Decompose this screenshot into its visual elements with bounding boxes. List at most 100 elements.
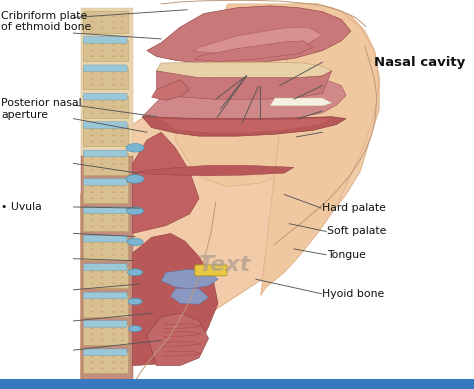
Ellipse shape — [91, 368, 94, 370]
Ellipse shape — [121, 112, 124, 114]
Ellipse shape — [127, 207, 144, 215]
Ellipse shape — [112, 141, 115, 142]
Ellipse shape — [100, 16, 103, 17]
Ellipse shape — [91, 21, 94, 23]
Ellipse shape — [128, 326, 142, 332]
Polygon shape — [137, 165, 294, 176]
FancyBboxPatch shape — [83, 235, 127, 242]
Ellipse shape — [100, 311, 103, 313]
Ellipse shape — [121, 356, 124, 358]
Polygon shape — [81, 4, 379, 381]
Ellipse shape — [91, 169, 94, 171]
Ellipse shape — [112, 78, 115, 79]
Ellipse shape — [112, 56, 115, 57]
Ellipse shape — [91, 214, 94, 216]
Polygon shape — [83, 352, 128, 373]
Polygon shape — [147, 6, 351, 64]
FancyBboxPatch shape — [83, 264, 127, 270]
Ellipse shape — [121, 214, 124, 216]
Ellipse shape — [121, 106, 124, 108]
Ellipse shape — [128, 269, 143, 276]
Ellipse shape — [100, 141, 103, 142]
Ellipse shape — [112, 243, 115, 244]
Ellipse shape — [121, 333, 124, 335]
FancyBboxPatch shape — [83, 207, 127, 214]
Polygon shape — [83, 210, 128, 231]
Polygon shape — [161, 118, 332, 133]
Ellipse shape — [91, 84, 94, 86]
Ellipse shape — [112, 163, 115, 165]
Ellipse shape — [100, 169, 103, 171]
Ellipse shape — [100, 340, 103, 341]
Ellipse shape — [91, 16, 94, 17]
Ellipse shape — [100, 163, 103, 165]
Ellipse shape — [112, 101, 115, 102]
Ellipse shape — [91, 328, 94, 329]
FancyBboxPatch shape — [83, 349, 127, 356]
Ellipse shape — [91, 243, 94, 244]
Polygon shape — [83, 324, 128, 345]
Ellipse shape — [112, 214, 115, 216]
Ellipse shape — [91, 135, 94, 136]
Ellipse shape — [100, 368, 103, 370]
Ellipse shape — [91, 101, 94, 102]
Ellipse shape — [112, 248, 115, 250]
Ellipse shape — [91, 56, 94, 57]
Ellipse shape — [112, 362, 115, 363]
Ellipse shape — [100, 226, 103, 228]
Ellipse shape — [100, 254, 103, 256]
Ellipse shape — [121, 328, 124, 329]
Polygon shape — [270, 98, 332, 106]
Polygon shape — [83, 267, 128, 288]
FancyBboxPatch shape — [83, 93, 127, 100]
Ellipse shape — [100, 305, 103, 307]
Polygon shape — [83, 238, 128, 260]
Ellipse shape — [121, 198, 124, 199]
FancyBboxPatch shape — [83, 65, 127, 72]
Ellipse shape — [91, 191, 94, 193]
Ellipse shape — [128, 298, 142, 305]
Bar — [0, 379, 474, 389]
Ellipse shape — [112, 135, 115, 136]
Ellipse shape — [112, 356, 115, 358]
Ellipse shape — [91, 340, 94, 341]
Ellipse shape — [112, 84, 115, 86]
Ellipse shape — [121, 311, 124, 313]
Ellipse shape — [121, 21, 124, 23]
Ellipse shape — [100, 243, 103, 244]
Ellipse shape — [112, 27, 115, 29]
Ellipse shape — [100, 49, 103, 51]
Ellipse shape — [91, 311, 94, 313]
Ellipse shape — [91, 356, 94, 358]
Ellipse shape — [121, 158, 124, 159]
Ellipse shape — [91, 72, 94, 74]
FancyBboxPatch shape — [83, 150, 127, 157]
Ellipse shape — [121, 49, 124, 51]
Ellipse shape — [121, 16, 124, 17]
Ellipse shape — [91, 27, 94, 29]
Text: Soft palate: Soft palate — [327, 226, 386, 237]
Ellipse shape — [121, 243, 124, 244]
Ellipse shape — [112, 226, 115, 228]
Ellipse shape — [121, 163, 124, 165]
Ellipse shape — [112, 283, 115, 284]
Ellipse shape — [100, 277, 103, 278]
Polygon shape — [175, 4, 379, 187]
Ellipse shape — [91, 141, 94, 142]
Ellipse shape — [91, 305, 94, 307]
Ellipse shape — [112, 191, 115, 193]
FancyBboxPatch shape — [83, 321, 127, 327]
Ellipse shape — [127, 238, 143, 246]
Polygon shape — [171, 289, 209, 304]
Ellipse shape — [100, 300, 103, 301]
Ellipse shape — [112, 129, 115, 131]
Ellipse shape — [91, 333, 94, 335]
Ellipse shape — [121, 78, 124, 79]
Ellipse shape — [121, 340, 124, 341]
Ellipse shape — [112, 368, 115, 370]
Ellipse shape — [100, 283, 103, 284]
Polygon shape — [83, 182, 128, 203]
Polygon shape — [83, 125, 128, 146]
Ellipse shape — [100, 129, 103, 131]
Ellipse shape — [91, 300, 94, 301]
